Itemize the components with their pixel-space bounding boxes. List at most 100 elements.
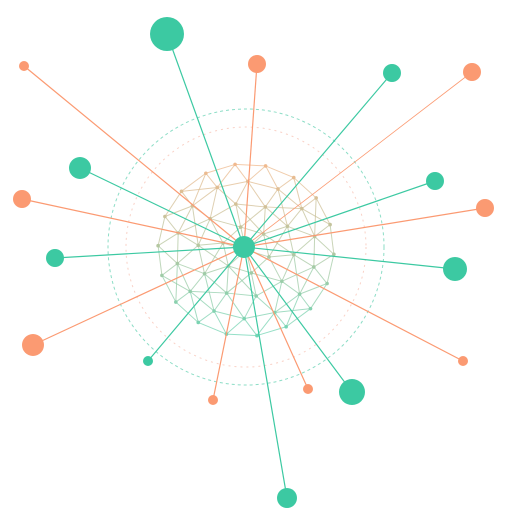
central-hub[interactable] bbox=[233, 236, 255, 258]
mesh-edge bbox=[176, 291, 190, 302]
spoke-salmon-right-lower-node[interactable] bbox=[458, 356, 468, 366]
mesh-vertex bbox=[204, 171, 208, 175]
mesh-vertex bbox=[314, 196, 318, 200]
mesh-edge bbox=[264, 207, 266, 234]
mesh-vertex bbox=[239, 225, 243, 229]
mesh-edge bbox=[226, 334, 257, 335]
mesh-vertex bbox=[188, 290, 192, 294]
spoke-teal-right-upper-node[interactable] bbox=[426, 172, 444, 190]
mesh-vertex bbox=[332, 253, 336, 257]
mesh-edge bbox=[236, 181, 248, 204]
spoke-teal-bottom-right-node[interactable] bbox=[339, 379, 365, 405]
spoke-teal-bottom-right-line bbox=[244, 247, 352, 392]
mesh-vertex bbox=[174, 300, 178, 304]
spoke-lines bbox=[22, 34, 485, 498]
spoke-salmon-bottom-right-node[interactable] bbox=[303, 384, 313, 394]
mesh-vertex bbox=[180, 190, 184, 194]
mesh-edge bbox=[302, 198, 316, 209]
spoke-salmon-top-right-node[interactable] bbox=[463, 63, 481, 81]
mesh-edge bbox=[192, 206, 198, 245]
mesh-vertex bbox=[250, 271, 254, 275]
spoke-teal-top-right-node[interactable] bbox=[383, 64, 401, 82]
mesh-edge bbox=[314, 236, 315, 267]
mesh-edge bbox=[311, 284, 328, 309]
mesh-vertex bbox=[276, 187, 280, 191]
mesh-vertex bbox=[163, 215, 167, 219]
mesh-vertex bbox=[215, 186, 219, 190]
mesh-edge bbox=[241, 207, 266, 227]
spoke-teal-bottom-line bbox=[244, 247, 287, 498]
mesh-edge bbox=[227, 273, 252, 293]
spoke-salmon-left-node[interactable] bbox=[13, 190, 31, 208]
mesh-edge bbox=[300, 294, 311, 309]
spoke-salmon-right-upper-node[interactable] bbox=[476, 199, 494, 217]
spoke-salmon-left-line bbox=[22, 199, 244, 247]
mesh-edge bbox=[190, 274, 204, 292]
mesh-vertex bbox=[264, 164, 268, 168]
mesh-vertex bbox=[298, 292, 302, 296]
spoke-teal-left-upper-node[interactable] bbox=[69, 157, 91, 179]
mesh-vertex bbox=[160, 274, 164, 278]
mesh-edge bbox=[210, 219, 223, 243]
mesh-edge bbox=[315, 236, 334, 254]
mesh-edge bbox=[278, 178, 294, 189]
mesh-vertex bbox=[176, 262, 180, 266]
mesh-edge bbox=[236, 204, 266, 207]
mesh-edge bbox=[235, 164, 248, 181]
mesh-vertex bbox=[312, 265, 316, 269]
spoke-nodes bbox=[13, 17, 494, 508]
mesh-edge bbox=[158, 246, 162, 276]
spoke-salmon-left-lower-node[interactable] bbox=[22, 334, 44, 356]
spoke-teal-right-node[interactable] bbox=[443, 257, 467, 281]
mesh-edge bbox=[266, 166, 294, 178]
mesh-edge bbox=[269, 255, 294, 257]
mesh-vertex bbox=[292, 253, 296, 257]
mesh-edge bbox=[210, 204, 236, 219]
mesh-edge bbox=[158, 216, 165, 245]
mesh-edge bbox=[327, 254, 334, 283]
mesh-edge bbox=[158, 246, 177, 264]
mesh-edge bbox=[287, 209, 301, 227]
spoke-salmon-top-node[interactable] bbox=[248, 55, 266, 73]
mesh-vertex bbox=[156, 244, 160, 248]
mesh-edge bbox=[206, 164, 235, 173]
mesh-edge bbox=[294, 255, 314, 267]
mesh-edge bbox=[248, 166, 266, 181]
mesh-edge bbox=[315, 198, 317, 237]
mesh-edge bbox=[198, 322, 226, 334]
spoke-salmon-top-right-line bbox=[244, 72, 472, 247]
mesh-vertex bbox=[328, 223, 332, 227]
spoke-teal-bottom-left-line bbox=[148, 247, 244, 361]
spoke-teal-right-line bbox=[244, 247, 455, 269]
mesh-edge bbox=[282, 281, 300, 294]
mesh-edge bbox=[266, 166, 278, 189]
mesh-vertex bbox=[309, 307, 313, 311]
mesh-edge bbox=[300, 284, 327, 295]
spoke-teal-top-large-node[interactable] bbox=[150, 17, 184, 51]
mesh-edge bbox=[314, 267, 327, 284]
mesh-edge bbox=[330, 225, 334, 255]
spoke-teal-left-node[interactable] bbox=[46, 249, 64, 267]
mesh-vertex bbox=[234, 202, 238, 206]
spoke-teal-bottom-node[interactable] bbox=[277, 488, 297, 508]
mesh-edge bbox=[177, 233, 178, 264]
mesh-vertex bbox=[212, 309, 216, 313]
mesh-vertex bbox=[254, 294, 258, 298]
mesh-vertex bbox=[233, 163, 237, 167]
mesh-edge bbox=[198, 219, 210, 246]
spoke-salmon-top-left-node[interactable] bbox=[19, 61, 29, 71]
mesh-edge bbox=[162, 264, 177, 276]
spoke-salmon-bottom-node[interactable] bbox=[208, 395, 218, 405]
mesh-vertex bbox=[280, 280, 284, 284]
mesh-vertex bbox=[196, 321, 200, 325]
spoke-teal-left-line bbox=[55, 247, 244, 258]
spoke-teal-bottom-left-node[interactable] bbox=[143, 356, 153, 366]
mesh-edge bbox=[214, 311, 226, 334]
mesh-vertex bbox=[242, 317, 246, 321]
mesh-edge bbox=[300, 267, 314, 294]
mesh-vertex bbox=[286, 224, 290, 228]
mesh-vertex bbox=[300, 207, 304, 211]
mesh-edge bbox=[178, 206, 192, 233]
